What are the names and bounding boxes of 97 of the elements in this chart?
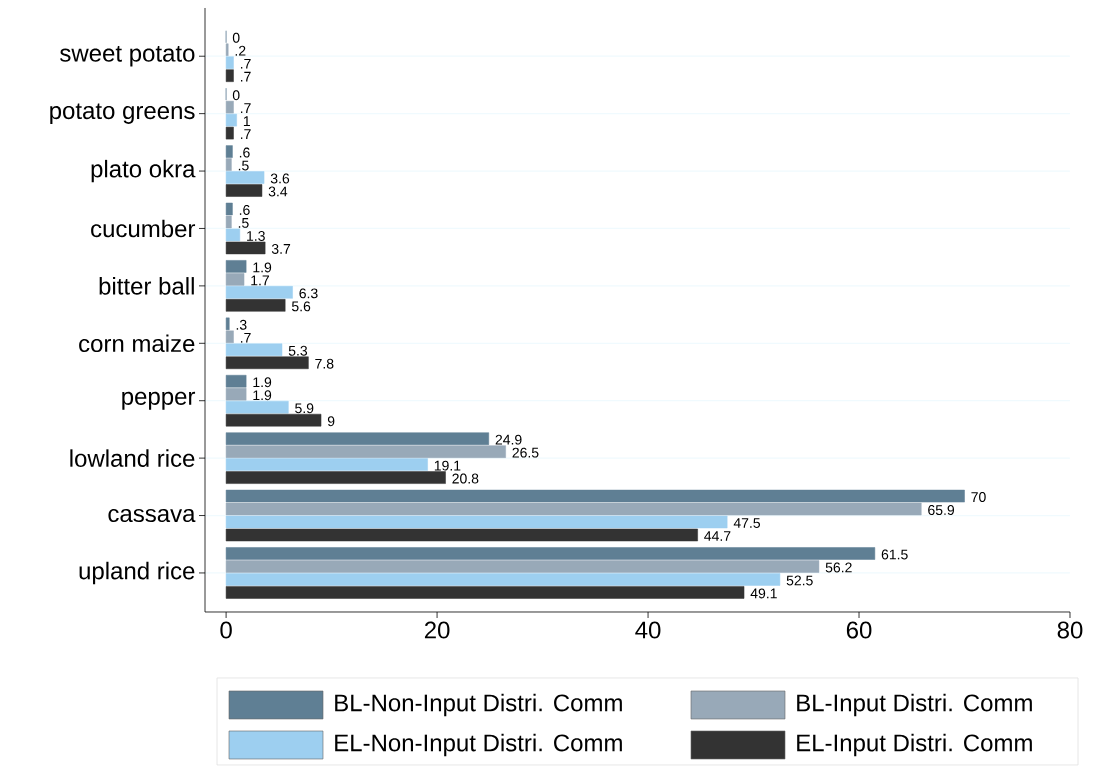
bar xyxy=(225,317,230,331)
legend-label: BL-Non-Input Distri. Comm xyxy=(335,693,622,717)
legend-label: EL-Input Distri. Comm xyxy=(797,733,1032,757)
bar xyxy=(225,432,490,445)
data-label: 65.9 xyxy=(928,505,955,516)
bar xyxy=(225,489,965,503)
data-label: 6.3 xyxy=(299,288,318,299)
data-label: 1.9 xyxy=(253,377,272,388)
data-label: .7 xyxy=(240,58,251,69)
bar xyxy=(225,260,247,273)
data-label: 7.8 xyxy=(315,358,334,369)
bar xyxy=(225,69,234,82)
bar xyxy=(225,547,876,560)
bar xyxy=(225,145,233,158)
data-label: 1 xyxy=(243,116,250,126)
x-tick-label: 60 xyxy=(846,621,872,639)
bar xyxy=(225,241,266,255)
bar xyxy=(225,356,309,370)
bar xyxy=(225,445,506,458)
bar xyxy=(225,343,283,357)
y-tick-label: corn maize xyxy=(79,334,195,353)
bar xyxy=(225,375,247,388)
data-label: 26.5 xyxy=(512,447,539,458)
data-label: 5.3 xyxy=(288,345,308,356)
bar xyxy=(225,299,286,312)
data-label: 1.3 xyxy=(247,230,265,241)
bar xyxy=(225,215,232,229)
bar xyxy=(225,413,322,427)
data-label: 9 xyxy=(327,416,335,427)
bar xyxy=(225,113,237,127)
y-tick-label: plato okra xyxy=(91,159,196,183)
data-label: 56.2 xyxy=(825,562,852,573)
data-label: 19.1 xyxy=(434,460,461,471)
data-label: 24.9 xyxy=(495,434,522,445)
bar xyxy=(225,400,289,414)
bar xyxy=(225,515,728,529)
y-tick-label: upland rice xyxy=(79,561,195,585)
bar xyxy=(225,387,247,401)
x-tick-label: 20 xyxy=(424,621,450,639)
legend-label: EL-Non-Input Distri. Comm xyxy=(335,733,622,757)
bar xyxy=(225,502,922,516)
data-label: 0 xyxy=(232,32,240,43)
y-tick-label: cassava xyxy=(108,508,196,523)
x-tick-label: 0 xyxy=(220,621,232,639)
data-label: 1.9 xyxy=(253,390,272,401)
bar xyxy=(225,100,234,114)
data-label: 47.5 xyxy=(733,518,761,528)
data-label: .3 xyxy=(236,319,247,330)
data-label: 3.6 xyxy=(270,173,290,184)
data-label: 49.1 xyxy=(750,588,777,599)
bar xyxy=(225,586,745,599)
data-label: .7 xyxy=(240,129,251,139)
bar xyxy=(225,573,781,586)
data-label: 5.9 xyxy=(295,403,314,414)
data-label: 3.4 xyxy=(268,186,288,197)
data-label: .5 xyxy=(238,160,249,171)
data-label: .7 xyxy=(240,103,251,113)
data-label: 3.7 xyxy=(271,243,291,254)
bar xyxy=(225,471,446,484)
data-label: 70 xyxy=(971,492,986,503)
data-label: .2 xyxy=(235,45,246,56)
data-label: 61.5 xyxy=(881,549,908,560)
bar xyxy=(225,286,293,299)
bar xyxy=(225,228,241,242)
data-label: .6 xyxy=(239,147,250,158)
x-tick-label: 80 xyxy=(1057,621,1083,639)
bar xyxy=(225,202,233,216)
bar xyxy=(225,528,698,542)
y-tick-label: potato greens xyxy=(50,103,195,124)
data-label: 52.5 xyxy=(786,575,813,586)
data-label: 44.7 xyxy=(704,531,731,541)
x-tick-label: 40 xyxy=(635,621,661,639)
bar xyxy=(225,43,229,56)
y-tick-label: sweet potato xyxy=(60,45,195,67)
bar xyxy=(225,184,263,197)
data-label: .7 xyxy=(240,332,251,343)
data-label: .7 xyxy=(240,71,251,82)
data-label: 0 xyxy=(232,90,240,101)
data-label: 20.8 xyxy=(452,473,479,484)
bar xyxy=(225,171,265,184)
bar xyxy=(225,273,245,286)
y-tick-label: lowland rice xyxy=(70,449,195,467)
legend-label: BL-Input Distri. Comm xyxy=(797,693,1032,717)
bar xyxy=(225,560,820,573)
y-tick-label: bitter ball xyxy=(99,277,194,295)
data-label: 5.6 xyxy=(291,301,311,312)
bar xyxy=(225,458,428,471)
bar xyxy=(225,158,232,171)
data-label: .6 xyxy=(239,205,250,215)
y-tick-label: pepper xyxy=(122,391,196,410)
bar xyxy=(225,56,234,69)
data-label: 1.7 xyxy=(251,275,269,286)
data-label: .5 xyxy=(238,218,249,228)
bar xyxy=(225,126,234,140)
y-tick-label: cucumber xyxy=(91,219,196,238)
data-label: 1.9 xyxy=(253,262,272,273)
bar xyxy=(225,330,234,344)
